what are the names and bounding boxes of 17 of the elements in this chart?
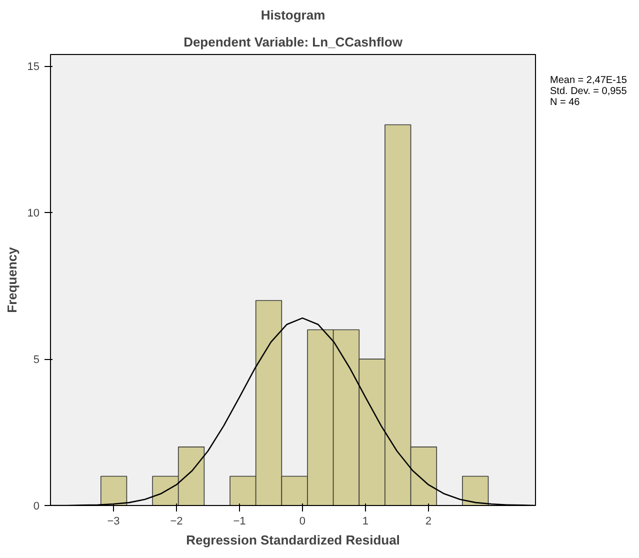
y-tick-label: 10 <box>27 208 40 220</box>
x-tick-label: 2 <box>425 516 432 528</box>
x-tick-label: −3 <box>107 516 120 528</box>
y-tick-label: 15 <box>27 61 40 74</box>
chart-subtitle: Dependent Variable: Ln_CCashflow <box>184 34 404 50</box>
chart-title: Histogram <box>260 8 326 22</box>
x-tick-label: −1 <box>233 516 246 528</box>
x-tick-label: 1 <box>362 516 368 528</box>
text: N = 46 <box>550 97 580 108</box>
x-tick-label: −2 <box>170 516 183 528</box>
text: Std. Dev. = 0,955 <box>550 86 627 97</box>
x-tick-label: 0 <box>299 516 306 528</box>
x-axis-title: Regression Standardized Residual <box>186 532 400 548</box>
y-axis-title: Frequency <box>4 246 20 313</box>
y-tick-label: 5 <box>33 354 40 366</box>
y-tick-label: 0 <box>33 500 40 512</box>
text: Mean = 2,47E-15 <box>550 75 627 86</box>
